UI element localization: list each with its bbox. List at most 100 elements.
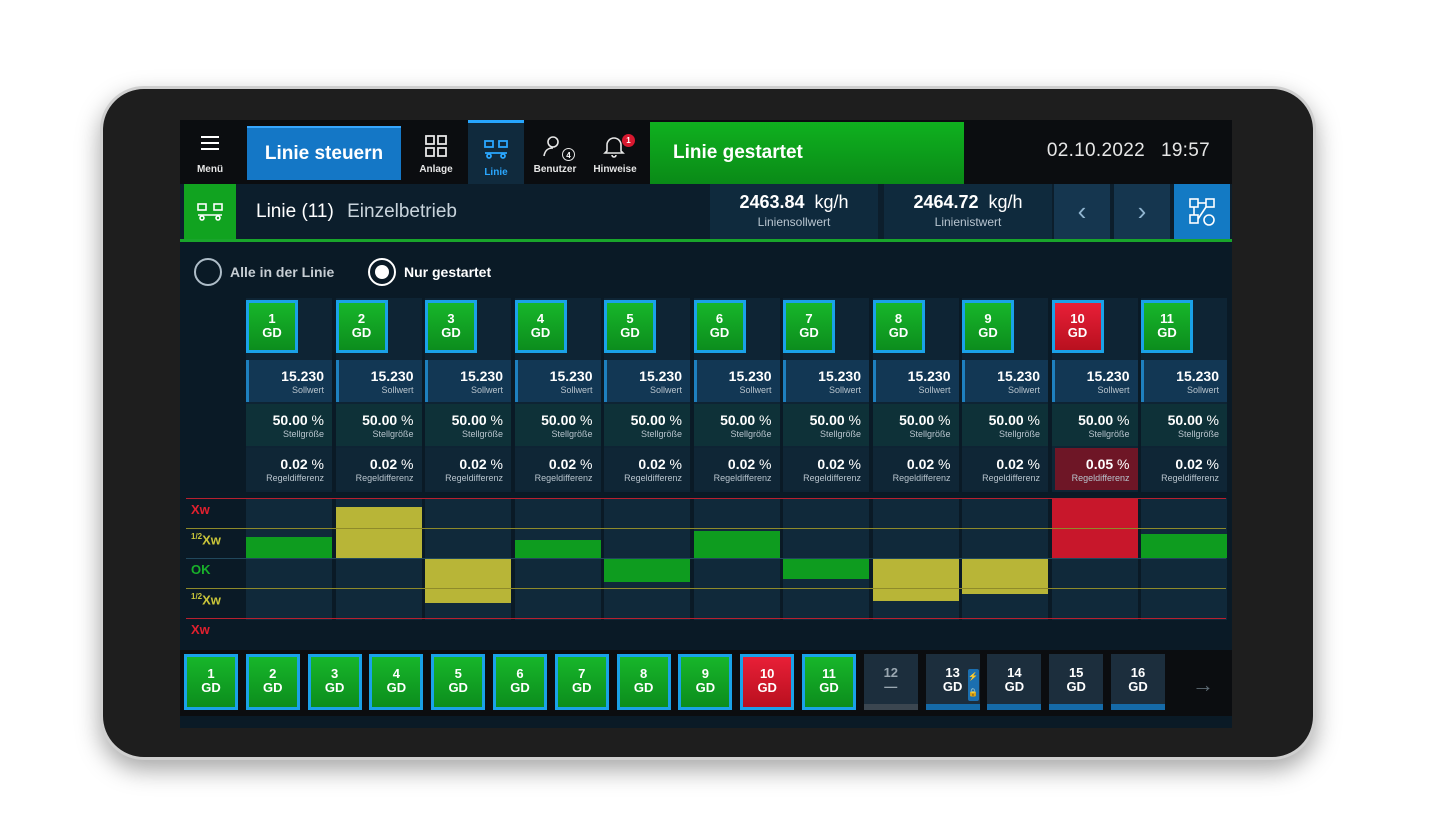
- doser-tile[interactable]: 7 GD: [783, 300, 835, 353]
- overview-tile[interactable]: 2 GD: [245, 654, 300, 710]
- sollwert-cell[interactable]: 15.230 Sollwert: [962, 360, 1048, 402]
- line-header: Linie (11) Einzelbetrieb 2463.84 kg/h Li…: [180, 184, 1232, 242]
- unit: %: [938, 412, 951, 428]
- overview-tile[interactable]: 4 GD: [369, 654, 424, 710]
- sollwert-cell[interactable]: 15.230 Sollwert: [425, 360, 511, 402]
- nav-linie[interactable]: Linie: [468, 120, 524, 184]
- overview-tile[interactable]: 11 GD: [802, 654, 856, 710]
- sollwert-cell[interactable]: 15.230 Sollwert: [693, 360, 780, 402]
- doser-tag: GD: [441, 325, 461, 340]
- sollwert-label: Sollwert: [1007, 385, 1040, 395]
- unit: %: [848, 456, 861, 472]
- deviation-bar: [514, 540, 601, 558]
- overview-tile[interactable]: 5 GD: [431, 654, 486, 710]
- overview-tile[interactable]: 12—: [863, 654, 918, 710]
- sollwert-cell[interactable]: 15.230 Sollwert: [604, 360, 690, 402]
- unit: %: [311, 456, 324, 472]
- unit: %: [490, 412, 503, 428]
- stellgroesse-label: Stellgröße: [909, 429, 951, 439]
- doser-column: 10 GD 15.230 Sollwert 50.00 % Stellgröße 0.05 …: [1051, 298, 1138, 492]
- chevron-right-icon: ›: [1137, 196, 1147, 226]
- doser-column: 6 GD 15.230 Sollwert 50.00 % Stellgröße 0.02 %…: [693, 298, 780, 492]
- tile-tag: GD: [263, 680, 283, 695]
- overview-tile[interactable]: 6 GD: [493, 654, 547, 710]
- regeldifferenz-cell: 0.02 % Regeldifferenz: [425, 448, 511, 490]
- overview-tile[interactable]: 15 GD: [1049, 654, 1104, 710]
- sollwert-label: Sollwert: [1186, 385, 1219, 395]
- arrow-right-icon[interactable]: →: [1192, 672, 1214, 697]
- stellgroesse-label: Stellgröße: [640, 429, 682, 439]
- ok-label: OK: [191, 562, 211, 577]
- overview-tile[interactable]: 13 GD ⚡ 🔒: [925, 654, 980, 710]
- doser-tile[interactable]: 1 GD: [246, 300, 298, 353]
- sollwert-value: 15.230: [907, 368, 951, 384]
- overview-tile[interactable]: 14 GD: [987, 654, 1042, 710]
- doser-tile[interactable]: 2 GD: [335, 300, 388, 353]
- sollwert-cell[interactable]: 15.230 Sollwert: [1141, 360, 1227, 402]
- doser-id: 6: [715, 311, 724, 326]
- doser-tile[interactable]: 11 GD: [1141, 300, 1193, 353]
- nav-benutzer[interactable]: 4 Benutzer: [526, 120, 584, 184]
- stellgroesse-value: 50.00: [988, 412, 1024, 428]
- stellgroesse-value: 50.00: [362, 412, 398, 428]
- sollwert-label: Sollwert: [918, 385, 951, 395]
- sollwert-label: Sollwert: [1097, 385, 1130, 395]
- doser-tag: GD: [620, 325, 640, 340]
- doser-tile[interactable]: 10 GD: [1051, 300, 1104, 353]
- regeldifferenz-label: Regeldifferenz: [982, 473, 1040, 483]
- sollwert-value: 15.230: [1086, 368, 1130, 384]
- overview-tile[interactable]: 1 GD: [184, 654, 238, 710]
- next-button[interactable]: ›: [1114, 184, 1170, 239]
- regeldifferenz-cell: 0.02 % Regeldifferenz: [246, 448, 332, 490]
- sollwert-value: 15.230: [818, 368, 861, 384]
- stellgroesse-label: Stellgröße: [282, 429, 324, 439]
- overview-tile[interactable]: 7 GD: [554, 654, 609, 710]
- deviation-bar: [604, 558, 690, 582]
- menu-button[interactable]: Menü: [180, 120, 240, 184]
- doser-tile[interactable]: 6 GD: [693, 300, 746, 353]
- sollwert-cell[interactable]: 15.230 Sollwert: [514, 360, 601, 402]
- doser-tile[interactable]: 3 GD: [425, 300, 477, 353]
- overview-tile[interactable]: 3 GD: [307, 654, 362, 710]
- nav-label: Linie: [484, 167, 508, 178]
- doser-tile[interactable]: 8 GD: [872, 300, 925, 353]
- overview-tile[interactable]: 16 GD: [1111, 654, 1165, 710]
- deviation-column: [514, 498, 601, 620]
- tile-id: 10: [759, 666, 775, 681]
- unit: %: [669, 456, 682, 472]
- sollwert-cell[interactable]: 15.230 Sollwert: [1051, 360, 1138, 402]
- regeldifferenz-label: Regeldifferenz: [1161, 473, 1219, 483]
- regeldifferenz-cell: 0.02 % Regeldifferenz: [962, 448, 1048, 490]
- regeldifferenz-cell: 0.05 % Regeldifferenz: [1051, 448, 1138, 490]
- filter-started-radio[interactable]: Nur gestartet: [368, 258, 491, 286]
- topology-view-button[interactable]: [1174, 184, 1230, 239]
- sollwert-value: 15.230: [549, 368, 593, 384]
- linie-steuern-button[interactable]: Linie steuern: [247, 126, 401, 180]
- doser-tile[interactable]: 4 GD: [514, 300, 567, 353]
- deviation-bar: [872, 558, 959, 602]
- setpoint-unit: kg/h: [814, 192, 849, 212]
- deviation-bar: [425, 558, 511, 603]
- sollwert-cell[interactable]: 15.230 Sollwert: [335, 360, 422, 402]
- tile-id: 1: [207, 666, 215, 681]
- filter-all-radio[interactable]: Alle in der Linie: [194, 258, 334, 286]
- sollwert-label: Sollwert: [291, 385, 324, 395]
- sollwert-cell[interactable]: 15.230 Sollwert: [783, 360, 869, 402]
- nav-anlage[interactable]: Anlage: [408, 120, 464, 184]
- overview-tile[interactable]: 9 GD: [678, 654, 733, 710]
- stellgroesse-value: 50.00: [272, 412, 308, 428]
- doser-tile[interactable]: 5 GD: [604, 300, 656, 353]
- half-xw-lower-line: [186, 588, 1226, 589]
- overview-tile[interactable]: 8 GD: [616, 654, 671, 710]
- stellgroesse-value: 50.00: [899, 412, 935, 428]
- actual-unit: kg/h: [988, 192, 1023, 212]
- nav-label: Anlage: [419, 164, 453, 175]
- stellgroesse-cell: 50.00 % Stellgröße: [335, 404, 422, 446]
- previous-button[interactable]: ‹: [1054, 184, 1110, 239]
- overview-tile[interactable]: 10 GD: [740, 654, 795, 710]
- doser-tile[interactable]: 9 GD: [962, 300, 1014, 353]
- nav-hinweise[interactable]: 1 Hinweise: [586, 120, 644, 184]
- sollwert-cell[interactable]: 15.230 Sollwert: [872, 360, 959, 402]
- sollwert-cell[interactable]: 15.230 Sollwert: [246, 360, 332, 402]
- doser-column: 2 GD 15.230 Sollwert 50.00 % Stellgröße 0.02 %…: [335, 298, 422, 492]
